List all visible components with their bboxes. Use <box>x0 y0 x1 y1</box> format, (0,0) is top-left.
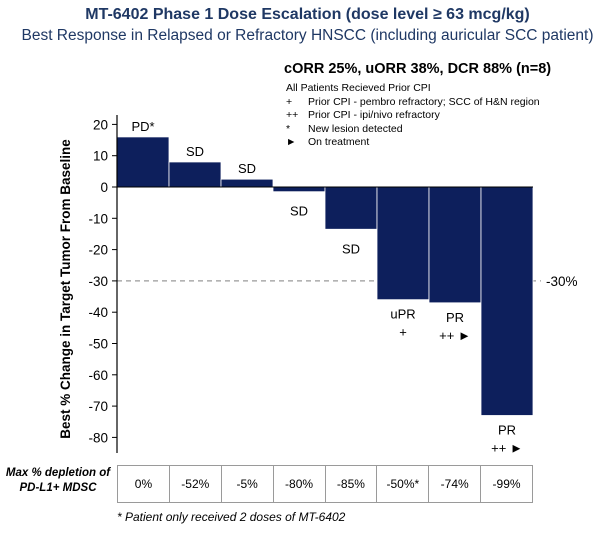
table-cell: -99% <box>492 477 521 491</box>
table-cell: -74% <box>429 466 482 502</box>
y-axis-label: Best % Change in Target Tumor From Basel… <box>58 139 73 439</box>
bar <box>272 186 326 193</box>
legend-item: * New lesion detected <box>286 123 540 137</box>
response-summary: cORR 25%, uORR 38%, DCR 88% (n=8) <box>284 61 552 77</box>
legend-item: ++ Prior CPI - ipi/nivo refractory <box>286 109 540 123</box>
y-tick-label: 20 <box>93 117 108 132</box>
reference-line-label: -30% <box>546 274 578 289</box>
bar <box>116 136 170 188</box>
bar <box>168 161 222 188</box>
mdsc-table-row: 0% -52% -5% -80% -85% -50%* -74% -99% <box>117 465 533 503</box>
y-tick-label: -30 <box>88 274 108 289</box>
bar-label: PR <box>498 422 516 437</box>
table-cell: -85% <box>326 466 378 502</box>
waterfall-chart: -30% PD* SD SD SD SD uPR + PR ++ ► PR ++ ► 20 10 0 -10 -… <box>58 115 578 455</box>
legend: All Patients Recieved Prior CPI + Prior C… <box>286 82 540 150</box>
table-cell: -5% <box>222 466 274 502</box>
legend-text: Prior CPI - ipi/nivo refractory <box>308 109 440 121</box>
legend-symbol: ++ <box>286 109 299 121</box>
legend-text: Prior CPI - pembro refractory; SCC of H&… <box>308 95 540 108</box>
chart-title: MT-6402 Phase 1 Dose Escalation (dose le… <box>85 6 530 23</box>
legend-symbol: ► <box>286 136 297 148</box>
footnote: * Patient only received 2 doses of MT-64… <box>117 510 346 524</box>
legend-symbol: + <box>286 95 293 108</box>
y-tick-label: -40 <box>88 305 108 320</box>
y-tick-label: -10 <box>88 211 108 226</box>
chart-subtitle: Best Response in Relapsed or Refractory … <box>21 27 594 44</box>
bar-label: PD* <box>131 119 154 134</box>
bar-label: SD <box>186 144 204 159</box>
y-tick-label: -80 <box>88 430 108 445</box>
legend-item: ► On treatment <box>286 136 540 150</box>
bar-label: SD <box>290 204 308 219</box>
y-tick-label: -20 <box>88 243 108 258</box>
table-cell: -50%* <box>377 466 430 502</box>
table-header: Max % depletion of PD-L1+ MDSC <box>5 467 111 494</box>
bar-label: uPR <box>390 307 415 322</box>
table-cell: -52% <box>170 466 222 502</box>
y-tick-label: 0 <box>100 180 108 195</box>
bar-label: SD <box>342 241 360 256</box>
bar <box>480 186 534 416</box>
table-cell: 0% <box>118 466 170 502</box>
legend-text: New lesion detected <box>308 122 403 135</box>
bar-label: PR <box>446 310 464 325</box>
bar <box>428 186 482 304</box>
legend-text: On treatment <box>308 136 370 148</box>
y-tick-label: 10 <box>93 149 108 164</box>
bar-marker: ++ ► <box>491 440 523 455</box>
legend-item: + Prior CPI - pembro refractory; SCC of H… <box>286 96 540 110</box>
bar <box>376 186 430 301</box>
y-tick-label: -70 <box>88 399 108 414</box>
legend-heading: All Patients Recieved Prior CPI <box>286 82 431 94</box>
y-tick-label: -50 <box>88 337 108 352</box>
y-tick-label: -60 <box>88 368 108 383</box>
bar <box>324 186 378 230</box>
bar-label: SD <box>238 161 256 176</box>
bar <box>220 178 274 188</box>
bar-marker: ++ ► <box>439 328 471 343</box>
table-cell: -80% <box>274 466 326 502</box>
bar-marker: + <box>399 325 407 340</box>
legend-symbol: * <box>286 122 291 135</box>
